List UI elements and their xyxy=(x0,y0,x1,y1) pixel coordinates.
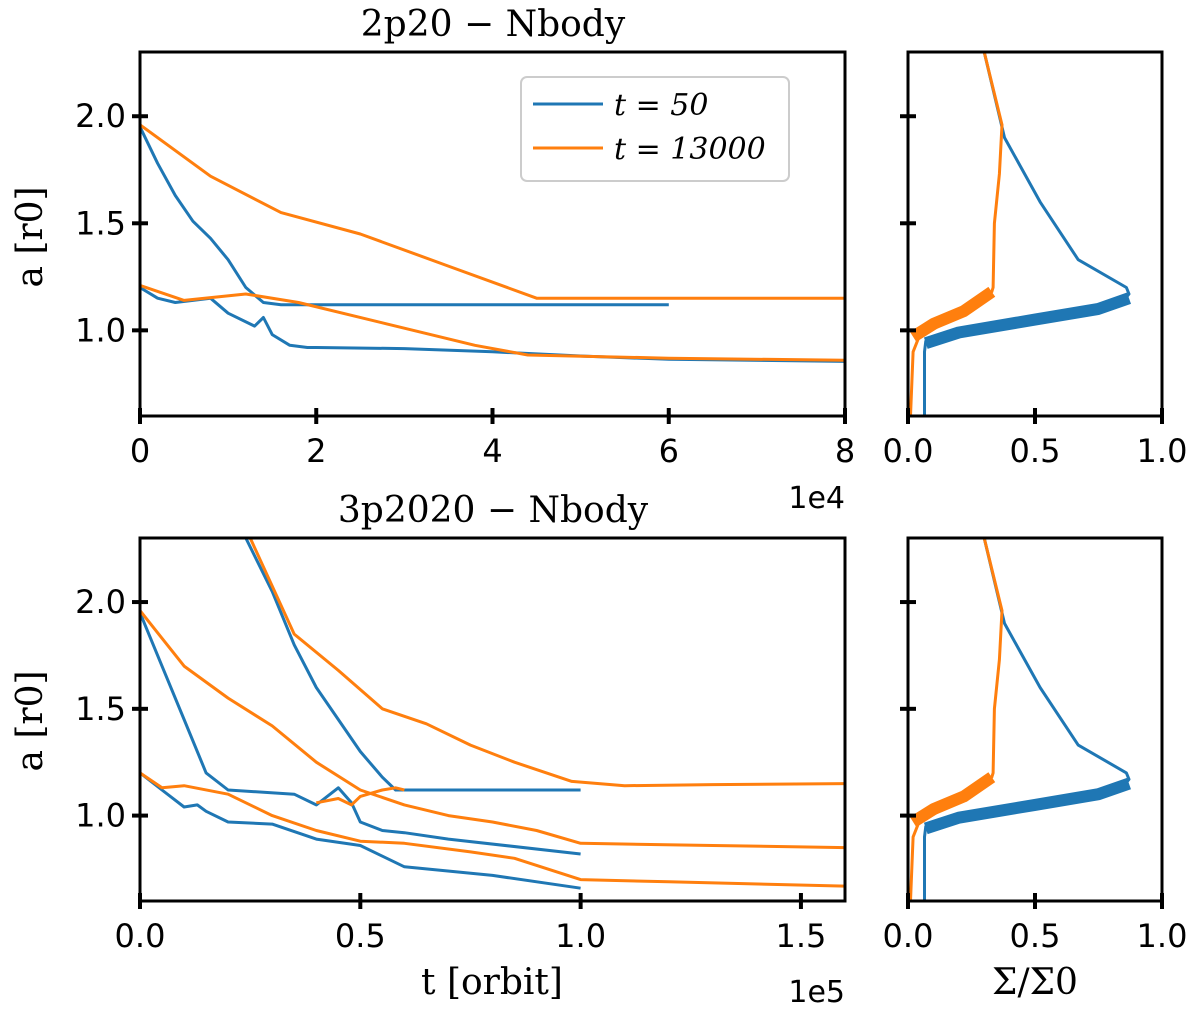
axes-frame xyxy=(906,50,1164,418)
series-line-0 xyxy=(140,771,581,890)
axes-frame xyxy=(906,536,1164,903)
x-multiplier-bottom-left: 1e5 xyxy=(788,975,845,1009)
y-tick-label: 1.0 xyxy=(75,797,126,835)
x-tick-label: 0.0 xyxy=(883,917,934,955)
y-tick-label: 1.0 xyxy=(75,311,126,349)
series-line-0 xyxy=(140,126,669,307)
series-line-1 xyxy=(140,612,581,856)
x-tick-label: 0.0 xyxy=(883,432,934,470)
x-tick-label: 1.0 xyxy=(555,917,606,955)
series-line-2 xyxy=(140,123,845,300)
series-line-4 xyxy=(140,609,845,850)
x-tick-label: 8 xyxy=(835,432,855,470)
x-tick-label: 4 xyxy=(482,432,502,470)
legend-label: t = 13000 xyxy=(614,132,766,167)
x-tick-label: 0 xyxy=(130,432,150,470)
x-tick-label: 2 xyxy=(306,432,326,470)
series-line-6 xyxy=(316,786,405,807)
series-group xyxy=(140,123,845,363)
plot-top-right: 0.0 0.5 1.0 xyxy=(883,50,1188,470)
x-tick-label: 0.5 xyxy=(1010,917,1061,955)
plot-top-left: 0 2 4 6 8 1.0 1.5 2.0 xyxy=(75,50,855,470)
legend: t = 50 t = 13000 xyxy=(520,76,790,182)
y-tick-label: 1.5 xyxy=(75,204,126,242)
series-line-3 xyxy=(140,283,845,362)
ylabel-bottom-left: a [r0] xyxy=(10,670,51,771)
title-top-left: 2p20 − Nbody xyxy=(361,4,626,45)
x-tick-label: 1.0 xyxy=(1137,917,1188,955)
x-tick-label: 0.0 xyxy=(115,917,166,955)
x-tick-label: 1.0 xyxy=(1137,432,1188,470)
x-tick-label: 0.5 xyxy=(335,917,386,955)
series-group xyxy=(909,52,1131,416)
x-tick-label: 6 xyxy=(659,432,679,470)
series-group xyxy=(140,538,845,890)
series-line-5 xyxy=(248,538,845,788)
axes-frame xyxy=(138,536,847,903)
legend-label: t = 50 xyxy=(614,88,708,123)
plot-bottom-left: 0.0 0.5 1.0 1.5 1.0 1.5 2.0 xyxy=(75,536,847,955)
ylabel-top-left: a [r0] xyxy=(10,186,51,287)
series-line-3 xyxy=(909,286,996,342)
x-tick-label: 1.5 xyxy=(775,917,826,955)
series-line-3 xyxy=(909,772,996,828)
y-tick-label: 2.0 xyxy=(75,583,126,621)
xlabel-bottom-left: t [orbit] xyxy=(421,962,563,1003)
xlabel-bottom-right: Σ/Σ0 xyxy=(992,962,1078,1003)
y-tick-label: 2.0 xyxy=(75,97,126,135)
series-group xyxy=(909,538,1131,901)
series-line-2 xyxy=(244,538,581,792)
series-line-0 xyxy=(923,52,1131,416)
y-tick-label: 1.5 xyxy=(75,690,126,728)
series-line-3 xyxy=(140,771,845,888)
title-bottom-left: 3p2020 − Nbody xyxy=(338,490,649,531)
x-multiplier-top-left: 1e4 xyxy=(788,481,845,516)
series-line-0 xyxy=(923,538,1131,901)
x-tick-label: 0.5 xyxy=(1010,432,1061,470)
series-line-1 xyxy=(923,777,1131,835)
series-line-1 xyxy=(923,292,1131,349)
plot-bottom-right: 0.0 0.5 1.0 xyxy=(883,536,1188,955)
